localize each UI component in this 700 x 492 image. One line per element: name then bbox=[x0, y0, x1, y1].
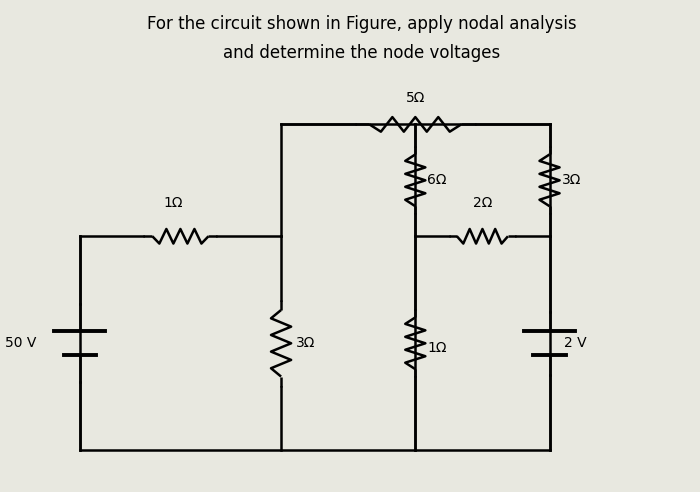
Text: 5Ω: 5Ω bbox=[405, 91, 425, 105]
Text: and determine the node voltages: and determine the node voltages bbox=[223, 44, 500, 62]
Text: 6Ω: 6Ω bbox=[428, 173, 447, 187]
Text: 1Ω: 1Ω bbox=[164, 195, 183, 210]
Text: For the circuit shown in Figure, apply nodal analysis: For the circuit shown in Figure, apply n… bbox=[147, 15, 576, 33]
Text: 2 V: 2 V bbox=[564, 337, 587, 350]
Text: 2Ω: 2Ω bbox=[473, 195, 492, 210]
Text: 3Ω: 3Ω bbox=[561, 173, 581, 187]
Text: 50 V: 50 V bbox=[5, 337, 36, 350]
Text: 1Ω: 1Ω bbox=[428, 341, 447, 355]
Text: 3Ω: 3Ω bbox=[296, 337, 315, 350]
